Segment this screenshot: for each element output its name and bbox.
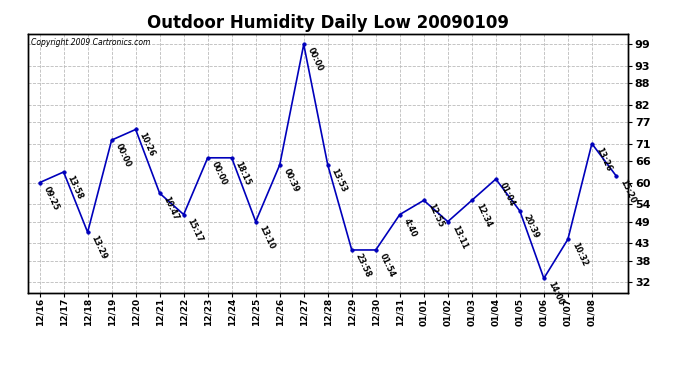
Text: 18:15: 18:15 <box>234 160 253 187</box>
Text: 15:20: 15:20 <box>618 178 637 204</box>
Text: 13:58: 13:58 <box>66 174 85 201</box>
Text: 13:29: 13:29 <box>90 234 108 261</box>
Text: 4:40: 4:40 <box>402 217 418 238</box>
Text: 00:00: 00:00 <box>306 46 325 73</box>
Text: 00:00: 00:00 <box>210 160 228 187</box>
Text: 14:00: 14:00 <box>546 280 565 307</box>
Text: 13:10: 13:10 <box>258 224 277 251</box>
Text: 13:26: 13:26 <box>594 146 613 172</box>
Title: Outdoor Humidity Daily Low 20090109: Outdoor Humidity Daily Low 20090109 <box>147 14 509 32</box>
Text: 01:54: 01:54 <box>378 252 397 279</box>
Text: 01:04: 01:04 <box>498 181 517 208</box>
Text: 00:00: 00:00 <box>114 142 132 169</box>
Text: 12:34: 12:34 <box>474 202 493 229</box>
Text: Copyright 2009 Cartronics.com: Copyright 2009 Cartronics.com <box>30 38 150 46</box>
Text: 15:17: 15:17 <box>186 217 205 243</box>
Text: 10:32: 10:32 <box>570 242 589 268</box>
Text: 12:55: 12:55 <box>426 202 445 229</box>
Text: 10:47: 10:47 <box>161 195 181 222</box>
Text: 10:26: 10:26 <box>138 132 157 158</box>
Text: 00:39: 00:39 <box>282 167 301 194</box>
Text: 20:39: 20:39 <box>522 213 541 240</box>
Text: 09:25: 09:25 <box>41 185 61 211</box>
Text: 23:58: 23:58 <box>354 252 373 279</box>
Text: 13:53: 13:53 <box>330 167 348 194</box>
Text: 13:11: 13:11 <box>450 224 469 251</box>
